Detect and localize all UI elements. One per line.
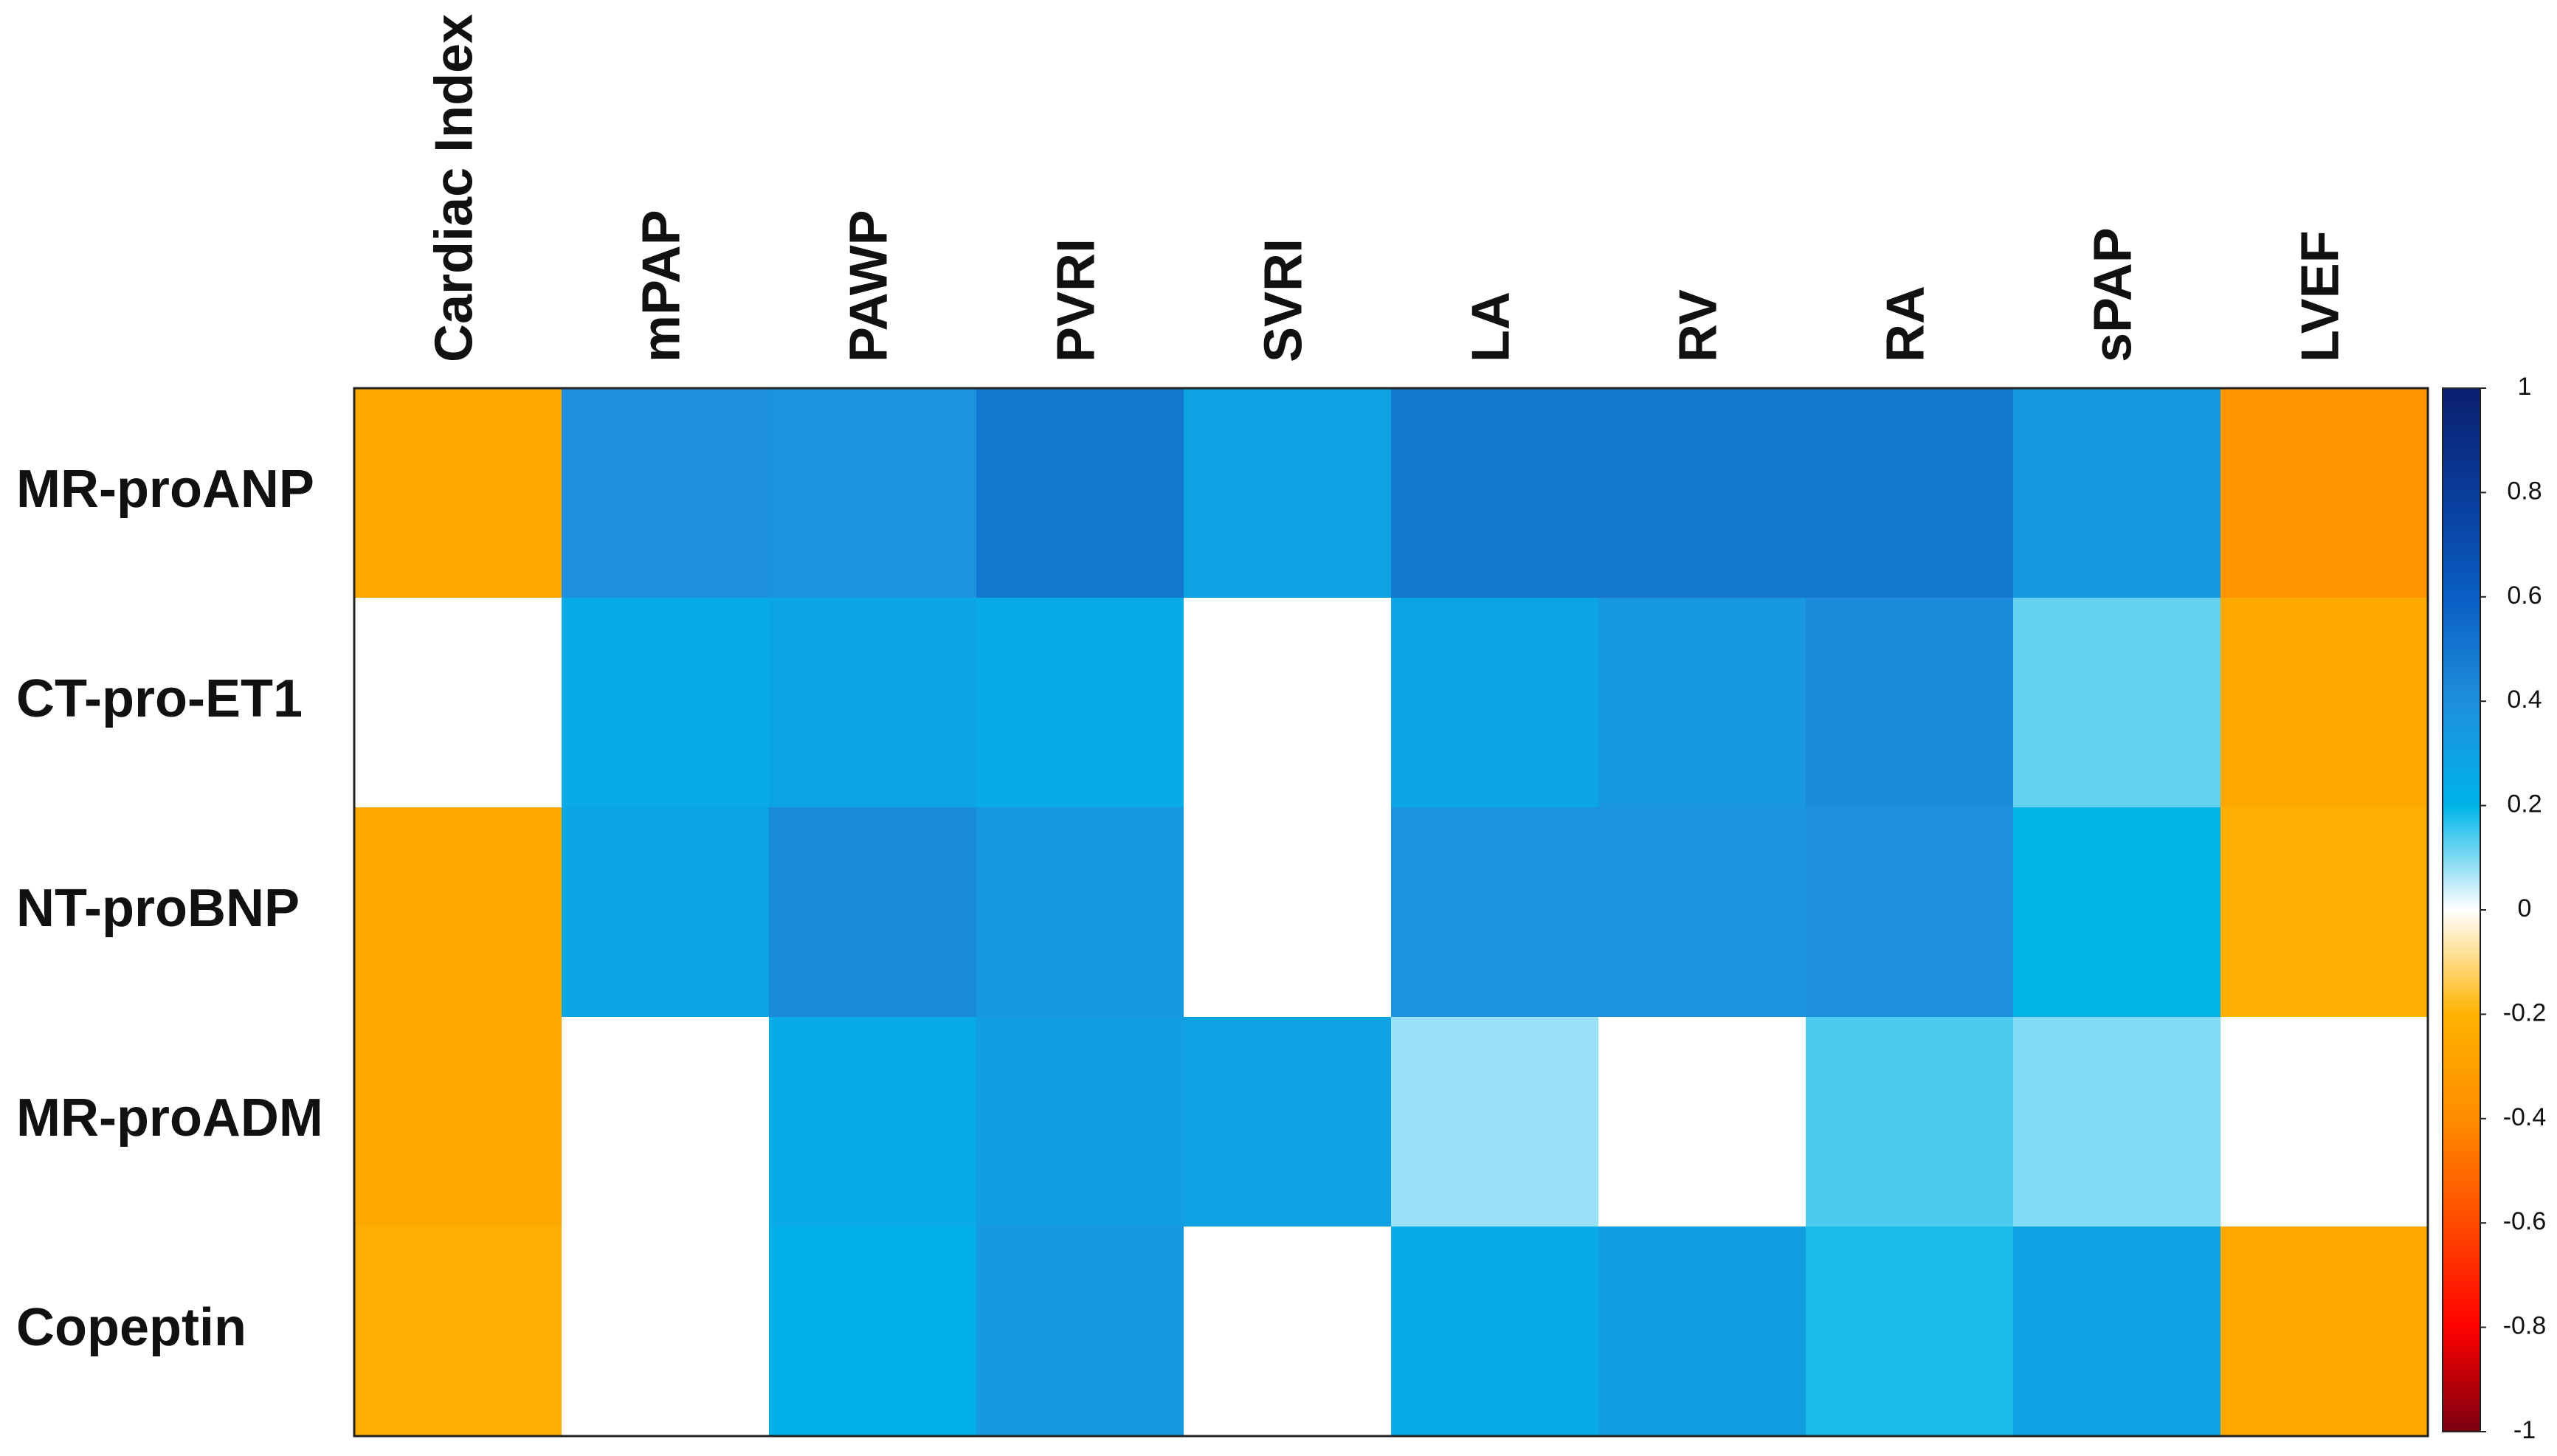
cell	[1806, 388, 2014, 598]
cell	[1391, 1017, 1599, 1227]
cell	[562, 1017, 770, 1227]
cell	[2220, 598, 2429, 808]
colorbar-tick-label: 0	[2518, 894, 2532, 922]
column-label: PAWP	[840, 210, 899, 362]
cell	[2013, 1226, 2221, 1437]
row-label: MR-proADM	[16, 1088, 323, 1148]
column-label: PVRI	[1047, 238, 1106, 362]
column-label: SVRI	[1255, 238, 1314, 362]
cell	[1184, 1226, 1392, 1437]
colorbar-tick-label: 0.4	[2507, 686, 2542, 714]
cell	[769, 388, 977, 598]
colorbar-tick-label: -1	[2513, 1416, 2536, 1444]
cell	[769, 1017, 977, 1227]
cell	[976, 1017, 1184, 1227]
row-label: NT-proBNP	[16, 879, 300, 938]
colorbar-tick-label: -0.2	[2503, 998, 2547, 1027]
cell	[2013, 1017, 2221, 1227]
cell	[354, 1226, 562, 1437]
colorbar	[2442, 387, 2481, 1432]
cell	[1598, 1017, 1807, 1227]
cell	[1391, 1226, 1599, 1437]
cell	[1391, 388, 1599, 598]
column-label: RV	[1669, 289, 1728, 362]
colorbar-tick-label: 0.8	[2507, 477, 2542, 505]
column-label: RA	[1877, 286, 1936, 362]
cell	[2013, 807, 2221, 1018]
cell	[2220, 1226, 2429, 1437]
colorbar-tick-label: 1	[2518, 373, 2532, 401]
column-label: LA	[1462, 291, 1521, 362]
cell	[976, 1226, 1184, 1437]
cell	[1598, 807, 1807, 1018]
cell	[562, 388, 770, 598]
cell	[769, 598, 977, 808]
cell	[354, 598, 562, 808]
cell	[769, 807, 977, 1018]
cell	[354, 388, 562, 598]
row-label: CT-pro-ET1	[16, 669, 303, 728]
cell	[562, 807, 770, 1018]
cell	[769, 1226, 977, 1437]
cell	[1598, 1226, 1807, 1437]
cell	[562, 598, 770, 808]
cell	[1806, 807, 2014, 1018]
cell	[2220, 807, 2429, 1018]
row-label: Copeptin	[16, 1298, 246, 1357]
colorbar-tick-label: 0.2	[2507, 790, 2542, 818]
cell	[2220, 1017, 2429, 1227]
cell	[354, 1017, 562, 1227]
cell	[2013, 598, 2221, 808]
cell	[1184, 598, 1392, 808]
cell	[976, 807, 1184, 1018]
plot-border	[353, 387, 2429, 1438]
cell	[1391, 807, 1599, 1018]
colorbar-tick-label: 0.6	[2507, 582, 2542, 610]
cell	[1184, 807, 1392, 1018]
column-label: mPAP	[632, 210, 691, 362]
cell	[562, 1226, 770, 1437]
cell	[1184, 1017, 1392, 1227]
colorbar-tick-label: -0.6	[2503, 1207, 2547, 1235]
cell	[976, 598, 1184, 808]
colorbar-tick-label: -0.4	[2503, 1103, 2547, 1131]
colorbar-tick-label: -0.8	[2503, 1312, 2547, 1340]
column-label: sPAP	[2084, 227, 2143, 362]
cell	[1598, 598, 1807, 808]
cell	[976, 388, 1184, 598]
cell	[1806, 1226, 2014, 1437]
cell	[2220, 388, 2429, 598]
cell	[1806, 1017, 2014, 1227]
cell	[354, 807, 562, 1018]
column-label: Cardiac Index	[425, 14, 484, 362]
cell	[1598, 388, 1807, 598]
row-label: MR-proANP	[16, 460, 314, 519]
cell	[1806, 598, 2014, 808]
column-label: LVEF	[2291, 230, 2350, 362]
cell	[2013, 388, 2221, 598]
cell	[1391, 598, 1599, 808]
cell	[1184, 388, 1392, 598]
